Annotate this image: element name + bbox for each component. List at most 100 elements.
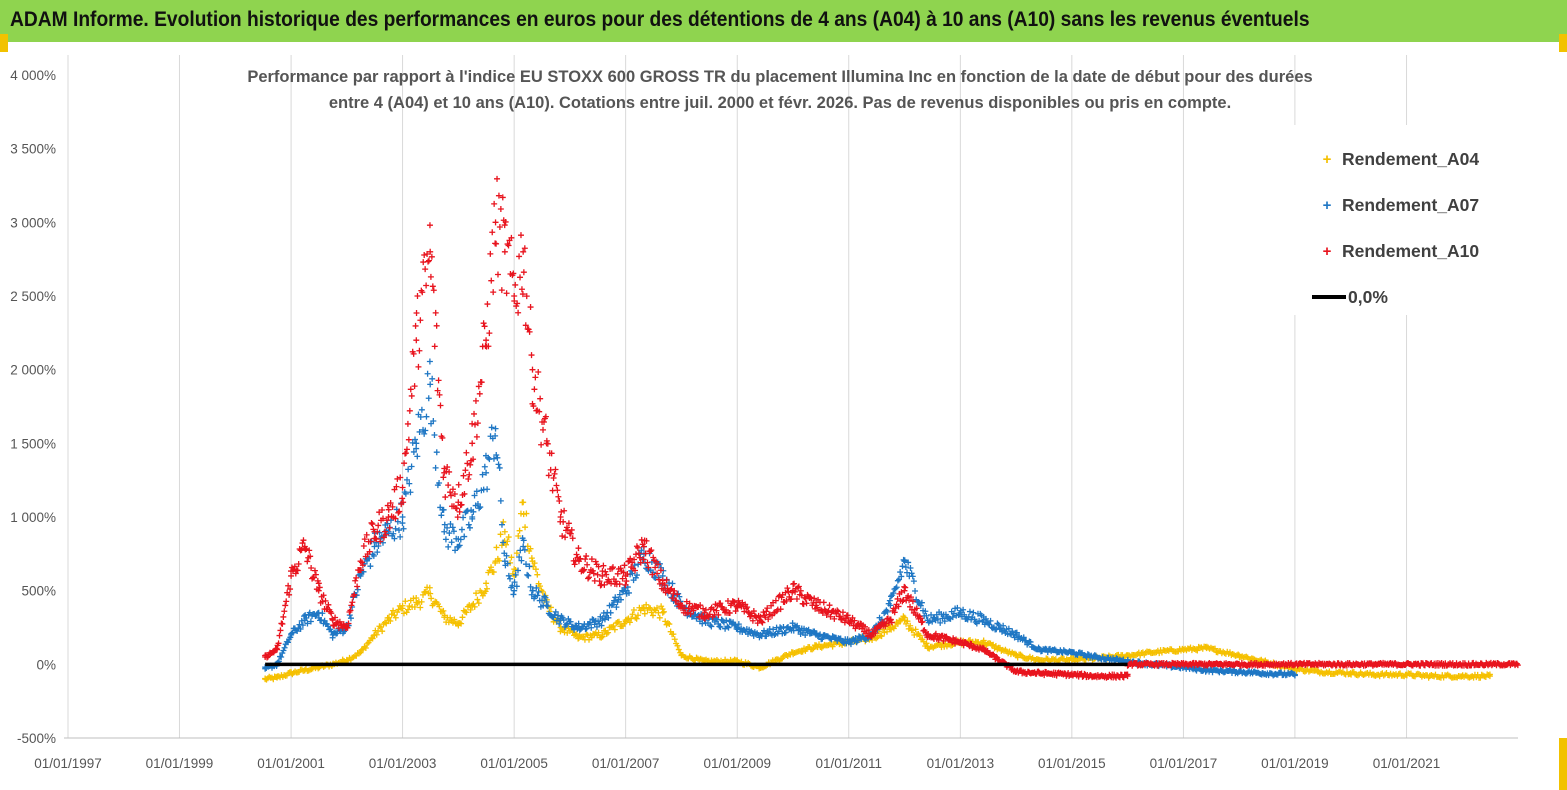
grid-layer [67,55,1408,738]
a10-point [642,550,649,557]
a10-point [415,363,422,370]
a07-point [416,428,423,435]
a07-point [902,564,909,571]
x-tick-label: 01/01/2007 [592,756,660,771]
a04-point [1314,668,1321,675]
a07-point [281,644,288,651]
a10-point [550,474,557,481]
a10-point [429,283,436,290]
a07-point [527,583,534,590]
a07-point [712,615,719,622]
a07-point [966,608,973,615]
a10-point [414,293,421,300]
a04-point [1236,652,1243,659]
a10-point [456,508,463,515]
a07-point [1084,651,1091,658]
a04-point [497,531,504,538]
a07-point [794,622,801,629]
a07-point [1000,622,1007,629]
a07-point [897,569,904,576]
a07-point [845,639,852,646]
a07-point [466,524,473,531]
a10-point [422,266,429,273]
a10-point [375,522,382,529]
a10-point [600,562,607,569]
a07-point [924,617,931,624]
a07-point [757,631,764,638]
a04-point [474,596,481,603]
chart-legend: + Rendement_A04 + Rendement_A07 + Rendem… [1290,125,1515,315]
a04-point [493,544,500,551]
a10-point [768,602,775,609]
a10-point [794,584,801,591]
a07-point [898,573,905,580]
a10-point [865,627,872,634]
a10-point [891,609,898,616]
a10-point [713,607,720,614]
a10-point [369,521,376,528]
a10-point [413,337,420,344]
a04-point [451,616,458,623]
a10-point [411,383,418,390]
a07-point [469,514,476,520]
a10-point [898,589,905,596]
a10-point [924,631,931,638]
a10-point [357,558,364,565]
chart-subtitle: Performance par rapport à l'indice EU ST… [190,64,1370,116]
a10-point [820,599,827,606]
a04-point [626,619,633,626]
a10-point [906,597,913,604]
a07-point [782,629,789,636]
a10-point [320,592,327,599]
a10-point [458,501,465,508]
a10-point [560,518,567,525]
a10-point [542,413,549,420]
a10-point [765,616,772,623]
a10-point [747,613,754,620]
a04-point [500,518,507,525]
y-tick-label: 1 500% [10,436,56,451]
a10-point [373,536,380,543]
a10-point [368,519,375,526]
a07-point [1051,646,1058,653]
a10-point [403,446,410,453]
a10-point [917,615,924,622]
a10-point [540,418,547,425]
a10-point [291,563,298,570]
a04-point [441,614,448,621]
a10-point [632,551,639,558]
a04-point [911,632,918,639]
a07-point [471,492,478,499]
a07-point [1291,671,1298,678]
a04-point [505,534,512,541]
a07-point [901,558,908,565]
a07-point [937,619,944,626]
legend-item-zero: 0,0% [1312,285,1388,309]
a07-point [294,628,301,635]
page-title: ADAM Informe. Evolution historique des p… [10,8,1310,31]
a04-point [633,615,640,622]
a10-point [620,569,627,576]
a07-point [399,514,406,520]
a07-point [521,546,528,553]
a04-point [516,527,523,534]
a04-point [640,605,647,612]
a10-point [299,540,306,547]
a07-point [941,618,948,625]
a10-point [283,598,290,605]
a10-point [487,250,494,257]
a07-point [458,526,465,533]
series-a07-points [262,358,1298,679]
a07-point [488,424,495,431]
a10-point [363,531,370,538]
a10-point [586,574,593,581]
a07-point [418,406,425,413]
a10-point [627,555,634,562]
a10-point [663,576,670,583]
a10-point [614,570,621,577]
a07-point [484,486,491,493]
a04-point [411,603,418,610]
a04-point [513,550,520,557]
a10-point [647,548,654,555]
a07-point [285,639,292,646]
